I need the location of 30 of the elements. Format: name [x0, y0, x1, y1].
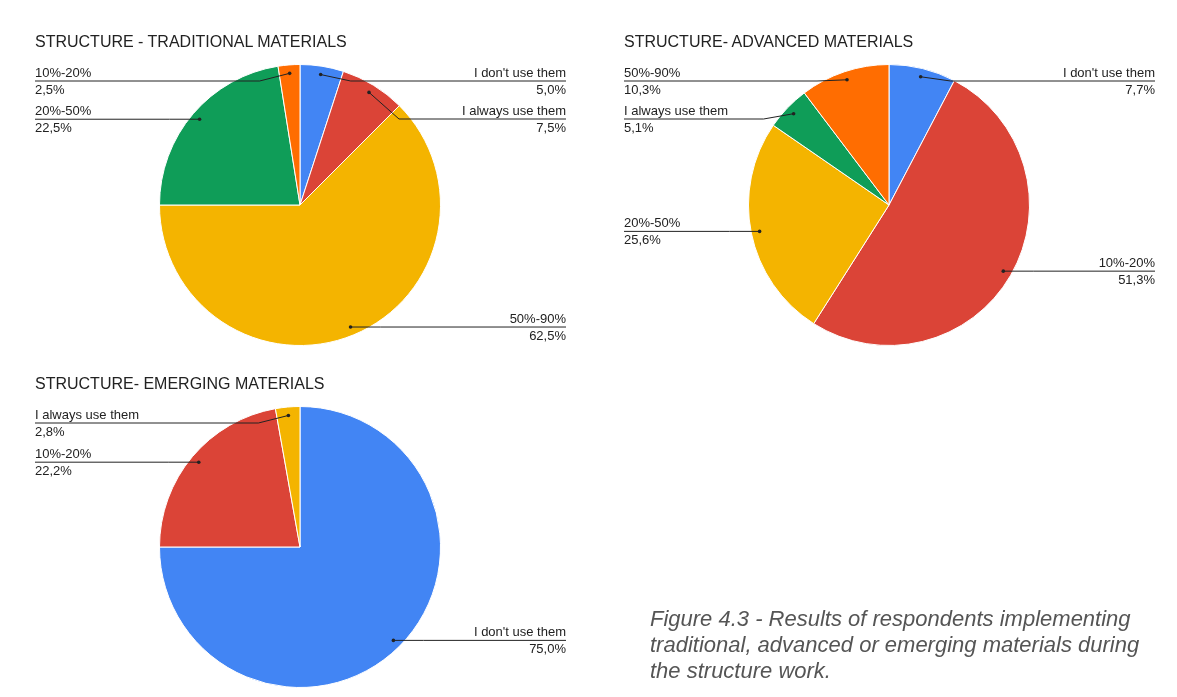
data-label: 5,1% — [624, 120, 655, 136]
data-label: 2,5% — [35, 82, 66, 98]
data-label: 75,0% — [529, 641, 567, 657]
slice-label: I don't use them — [1062, 65, 1155, 81]
slice-label: 10%-20% — [35, 65, 92, 81]
data-label: 7,7% — [1125, 82, 1156, 98]
slice-label: I don't use them — [473, 624, 566, 640]
data-label: 51,3% — [1118, 272, 1156, 288]
chart-title: STRUCTURE- ADVANCED MATERIALS — [624, 33, 914, 51]
slice-label: 50%-90% — [624, 65, 681, 81]
slice-label: I don't use them — [473, 65, 566, 81]
slice-label: 20%-50% — [624, 215, 681, 231]
chart-title: STRUCTURE - TRADITIONAL MATERIALS — [35, 33, 347, 51]
data-label: 22,5% — [35, 120, 73, 136]
data-label: 2,8% — [35, 424, 66, 440]
caption: Figure 4.3 - Results of respondents implementing traditional, advanced or emerging materials during the structure work. — [650, 606, 1141, 684]
slice-label: 10%-20% — [35, 446, 92, 462]
data-label: 25,6% — [624, 232, 662, 248]
data-label: 5,0% — [536, 82, 567, 98]
data-label: 10,3% — [624, 82, 662, 98]
data-label: 62,5% — [529, 328, 567, 344]
slice-label: I always use them — [35, 407, 140, 423]
slice-label: I always use them — [461, 103, 566, 119]
slice-label: 20%-50% — [35, 103, 92, 119]
data-label: 7,5% — [536, 120, 567, 136]
data-label: 22,2% — [35, 463, 73, 479]
slice-label: 50%-90% — [509, 311, 567, 327]
slice-label: I always use them — [624, 103, 729, 119]
slice-label: 10%-20% — [1098, 255, 1156, 271]
chart-title: STRUCTURE- EMERGING MATERIALS — [35, 375, 325, 393]
